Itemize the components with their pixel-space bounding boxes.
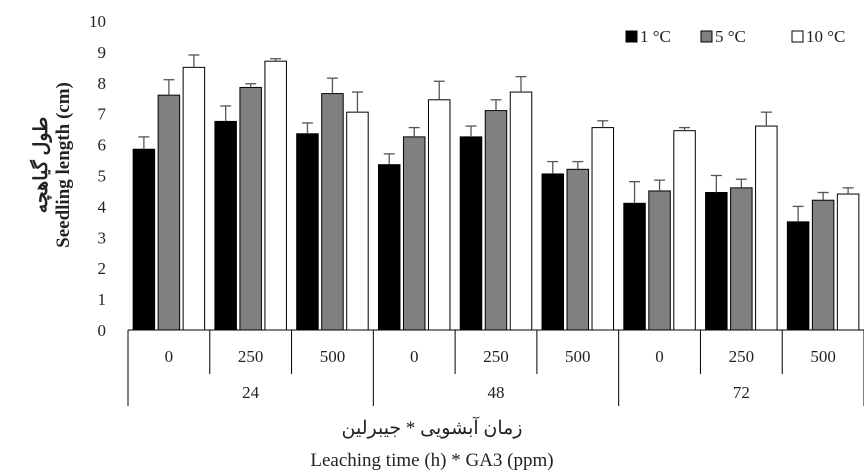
bar xyxy=(755,125,778,331)
bar xyxy=(402,136,426,331)
x-tick-label: 250 xyxy=(729,347,755,366)
x-tick-label: 0 xyxy=(410,347,419,366)
bar xyxy=(509,91,533,331)
legend-label: 10 °C xyxy=(806,27,845,46)
y-tick-label: 5 xyxy=(98,167,107,186)
x-group-label: 48 xyxy=(488,383,505,402)
y-axis-ticks: 0 1 2 3 4 5 6 7 8 9 10 xyxy=(89,12,107,340)
y-axis-label-persian: طول گیاهچه xyxy=(29,117,52,214)
bar xyxy=(836,193,860,331)
bar xyxy=(214,120,237,331)
x-axis-groups: 24 48 72 xyxy=(242,383,750,402)
legend-swatch xyxy=(791,30,804,43)
bar xyxy=(182,66,206,331)
y-tick-label: 8 xyxy=(98,74,107,93)
bar xyxy=(648,190,671,331)
bar xyxy=(730,187,753,331)
bar xyxy=(591,127,615,331)
legend: 1 °C 5 °C 10 °C xyxy=(625,27,845,46)
bar xyxy=(427,99,451,331)
x-axis-categories: 0 250 500 0 250 500 0 250 500 xyxy=(127,330,864,406)
bar xyxy=(377,164,401,331)
x-tick-label: 500 xyxy=(320,347,346,366)
bar xyxy=(811,199,835,331)
y-tick-label: 1 xyxy=(98,290,107,309)
y-tick-label: 10 xyxy=(89,12,106,31)
x-group-label: 24 xyxy=(242,383,260,402)
bar xyxy=(239,86,262,331)
x-tick-label: 250 xyxy=(483,347,509,366)
y-tick-label: 7 xyxy=(98,105,107,124)
x-axis-label: Leaching time (h) * GA3 (ppm) xyxy=(310,450,553,471)
legend-swatch xyxy=(625,30,638,43)
x-tick-label: 250 xyxy=(238,347,264,366)
x-tick-label: 500 xyxy=(810,347,836,366)
y-tick-label: 9 xyxy=(98,43,107,62)
bar xyxy=(705,191,728,331)
legend-label: 5 °C xyxy=(715,27,746,46)
bar xyxy=(321,93,344,331)
y-tick-label: 4 xyxy=(98,197,107,216)
bar xyxy=(566,168,590,331)
x-group-label: 72 xyxy=(733,383,750,402)
bar xyxy=(296,133,319,331)
bar xyxy=(673,130,696,331)
y-tick-label: 6 xyxy=(98,136,107,155)
bar xyxy=(459,136,483,331)
y-axis-label: Seedling length (cm) xyxy=(53,82,74,248)
x-tick-label: 500 xyxy=(565,347,591,366)
error-bars xyxy=(138,54,854,222)
legend-label: 1 °C xyxy=(640,27,671,46)
bar xyxy=(786,221,810,331)
bar xyxy=(541,173,565,331)
y-tick-label: 0 xyxy=(98,321,107,340)
x-axis-label-persian: زمان آبشویی * جیبرلین xyxy=(342,416,523,439)
bar xyxy=(132,148,156,331)
bars xyxy=(132,60,860,331)
y-tick-label: 2 xyxy=(98,259,107,278)
legend-swatch xyxy=(700,30,713,43)
x-tick-label: 0 xyxy=(655,347,664,366)
bar xyxy=(623,202,646,331)
x-tick-label: 0 xyxy=(165,347,174,366)
y-tick-label: 3 xyxy=(98,228,107,247)
bar xyxy=(157,94,181,331)
bar xyxy=(346,111,369,331)
bar xyxy=(484,110,508,331)
bar xyxy=(264,60,287,331)
